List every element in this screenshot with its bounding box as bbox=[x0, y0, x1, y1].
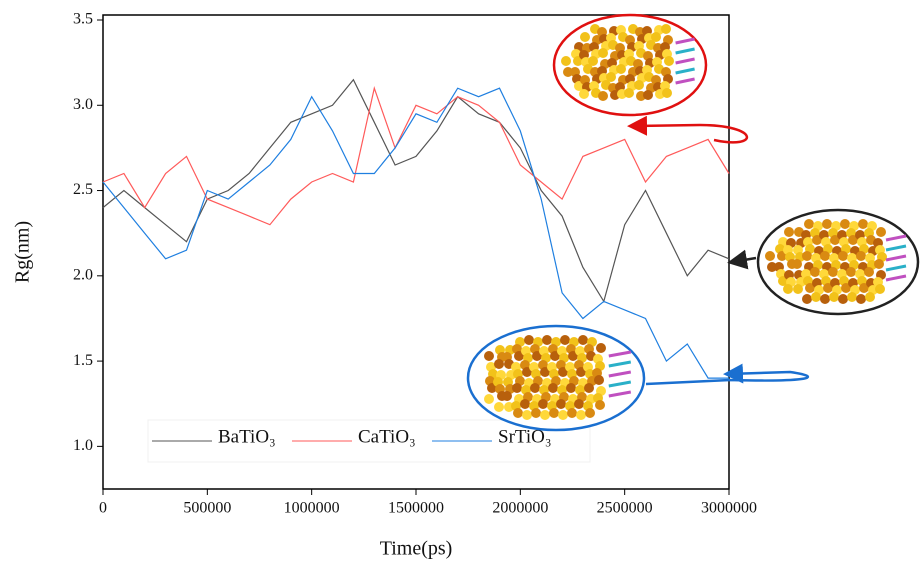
x-tick-label: 1500000 bbox=[388, 500, 444, 517]
inset-atom bbox=[558, 410, 568, 420]
x-tick-label: 500000 bbox=[183, 500, 231, 517]
x-tick-label: 0 bbox=[99, 500, 107, 517]
inset-atom bbox=[530, 383, 540, 393]
inset-atom bbox=[856, 251, 866, 261]
y-tick-label: 3.0 bbox=[73, 96, 93, 113]
y-tick-label: 1.0 bbox=[73, 437, 93, 454]
inset-atom bbox=[634, 80, 644, 90]
arrow bbox=[732, 258, 756, 262]
inset-atom bbox=[524, 335, 534, 345]
inset-atom bbox=[820, 251, 830, 261]
inset-atom bbox=[858, 219, 868, 229]
inset-atom bbox=[484, 394, 494, 404]
y-tick-label: 1.5 bbox=[73, 352, 93, 369]
insets bbox=[468, 15, 918, 430]
inset-atom bbox=[584, 383, 594, 393]
inset-atom bbox=[802, 294, 812, 304]
inset-atom bbox=[765, 251, 775, 261]
inset-atom bbox=[598, 48, 608, 58]
inset-atom bbox=[810, 267, 820, 277]
inset-atom bbox=[520, 399, 530, 409]
inset-atom bbox=[513, 408, 523, 418]
y-tick-label: 3.5 bbox=[73, 11, 93, 28]
inset-atom bbox=[588, 56, 598, 66]
inset-atom bbox=[829, 292, 839, 302]
inset-atom bbox=[643, 90, 653, 100]
inset-atom bbox=[494, 359, 504, 369]
inset-atom bbox=[661, 24, 671, 34]
inset-atom bbox=[580, 32, 590, 42]
inset-atom bbox=[549, 408, 559, 418]
inset-atom bbox=[856, 294, 866, 304]
inset-atom bbox=[865, 292, 875, 302]
inset-atom bbox=[578, 335, 588, 345]
inset-atom bbox=[616, 64, 626, 74]
inset-atom bbox=[531, 408, 541, 418]
inset-atom bbox=[811, 292, 821, 302]
inset-atom bbox=[876, 227, 886, 237]
inset-atom bbox=[606, 72, 616, 82]
inset-atom bbox=[838, 251, 848, 261]
inset-atom bbox=[864, 267, 874, 277]
inset-atom bbox=[662, 88, 672, 98]
inset-atom bbox=[596, 343, 606, 353]
inset-atom bbox=[494, 402, 504, 412]
inset-atom bbox=[793, 284, 803, 294]
inset-atom bbox=[846, 267, 856, 277]
inset-atom bbox=[828, 267, 838, 277]
inset-atom bbox=[792, 259, 802, 269]
inset-atom bbox=[595, 400, 605, 410]
inset-atom bbox=[802, 251, 812, 261]
inset-atom bbox=[624, 88, 634, 98]
chart: Time(ps) Rg(nm) 0 500000 1000000 1500000 200… bbox=[0, 0, 924, 564]
inset-atom bbox=[542, 335, 552, 345]
inset-atom bbox=[567, 408, 577, 418]
inset-atom bbox=[874, 259, 884, 269]
inset-atom bbox=[822, 219, 832, 229]
inset-atom bbox=[804, 219, 814, 229]
inset-atom bbox=[574, 399, 584, 409]
inset-atom bbox=[556, 399, 566, 409]
inset-atom bbox=[594, 375, 604, 385]
y-tick-label: 2.5 bbox=[73, 181, 93, 198]
data-line bbox=[103, 88, 729, 378]
inset-atom bbox=[522, 410, 532, 420]
x-tick-label: 3000000 bbox=[701, 500, 757, 517]
inset-atom bbox=[576, 410, 586, 420]
inset-atom bbox=[585, 408, 595, 418]
inset-atom bbox=[512, 383, 522, 393]
page: Time(ps) Rg(nm) 0 500000 1000000 1500000 200… bbox=[0, 0, 924, 564]
x-tick-label: 2000000 bbox=[492, 500, 548, 517]
legend-label: CaTiO₃ bbox=[358, 426, 416, 447]
legend-label: BaTiO₃ bbox=[218, 426, 276, 447]
x-axis-title: Time(ps) bbox=[380, 538, 453, 560]
inset-atom bbox=[820, 294, 830, 304]
inset-atom bbox=[538, 399, 548, 409]
inset-atom bbox=[540, 410, 550, 420]
inset-atom bbox=[838, 294, 848, 304]
inset-atom bbox=[560, 335, 570, 345]
inset-atom bbox=[784, 227, 794, 237]
inset-atom bbox=[502, 391, 512, 401]
inset-atom bbox=[484, 351, 494, 361]
inset-atom bbox=[664, 56, 674, 66]
x-tick-label: 2500000 bbox=[597, 500, 653, 517]
x-tick-label: 1000000 bbox=[284, 500, 340, 517]
inset-atom bbox=[840, 219, 850, 229]
inset-atom bbox=[651, 32, 661, 42]
inset-atom bbox=[579, 89, 589, 99]
inset-atom bbox=[875, 284, 885, 294]
y-tick-label: 2.0 bbox=[73, 266, 93, 283]
y-axis-title: Rg(nm) bbox=[12, 221, 34, 283]
inset-atom bbox=[561, 56, 571, 66]
inset-atom bbox=[566, 383, 576, 393]
inset-atom bbox=[548, 383, 558, 393]
inset-atom bbox=[847, 292, 857, 302]
inset-atom bbox=[598, 91, 608, 101]
inset-atom bbox=[783, 284, 793, 294]
